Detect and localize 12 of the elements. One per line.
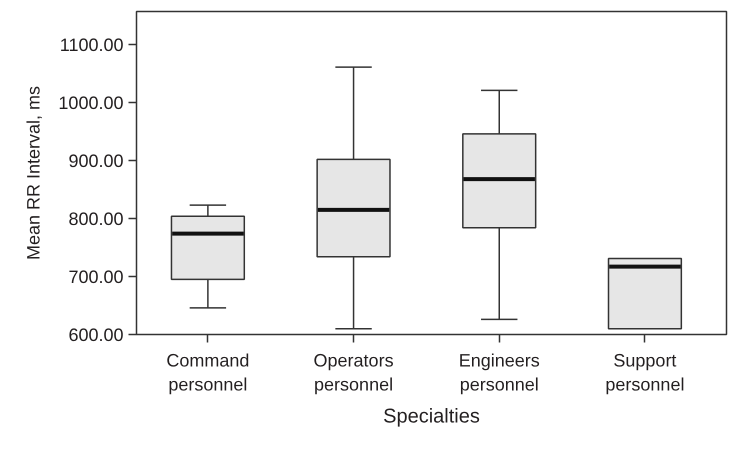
y-tick-label: 900.00 (68, 151, 124, 172)
y-tick-label: 1000.00 (58, 93, 124, 114)
y-tick-label: 600.00 (68, 325, 124, 345)
x-tick-label: Engineers personnel (458, 350, 540, 394)
y-axis-title: Mean RR Interval, ms (23, 86, 44, 260)
x-tick-label: Command personnel (166, 350, 250, 394)
x-tick-label: Support personnel (605, 350, 684, 394)
y-tick-label: 1100.00 (60, 35, 124, 56)
x-tick-label: Operators personnel (314, 350, 394, 394)
y-tick-label: 800.00 (68, 209, 124, 230)
y-tick-label: 700.00 (68, 267, 124, 288)
x-axis-title: Specialties (383, 406, 480, 428)
